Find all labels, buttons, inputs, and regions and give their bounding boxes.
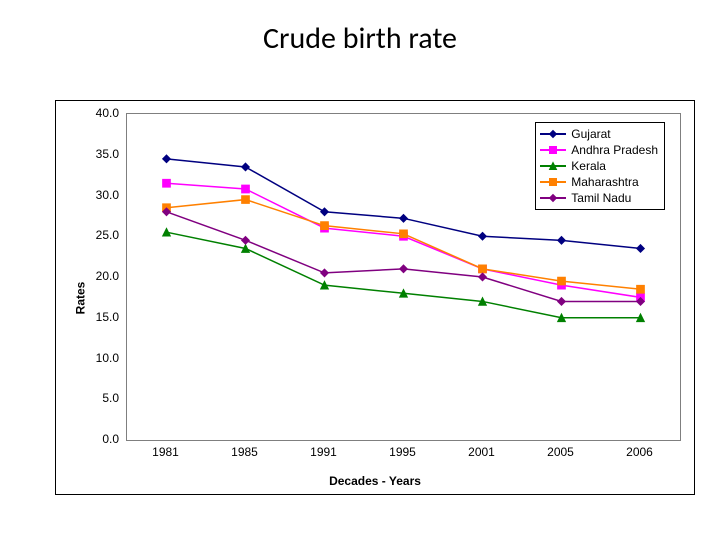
y-tick-label: 40.0 <box>69 106 119 120</box>
series-marker <box>479 232 487 240</box>
chart-container: Rates Decades - Years GujaratAndhra Prad… <box>55 100 695 495</box>
y-tick-label: 10.0 <box>69 351 119 365</box>
legend-item: Andhra Pradesh <box>540 142 658 158</box>
series-marker <box>400 265 408 273</box>
series-marker <box>242 185 250 193</box>
legend-label: Maharashtra <box>571 175 638 189</box>
plot-area: Gujarat Andhra Pradesh Kerala Maharashtra Ta… <box>126 113 681 441</box>
slide: Crude birth rate Rates Decades - Years G… <box>0 0 720 540</box>
x-tick-label: 1981 <box>152 445 179 459</box>
series-marker <box>242 196 250 204</box>
series-line <box>167 200 641 290</box>
series-marker <box>400 214 408 222</box>
series-marker <box>321 208 329 216</box>
y-tick-label: 5.0 <box>69 391 119 405</box>
legend-swatch <box>540 144 566 156</box>
y-tick-label: 35.0 <box>69 147 119 161</box>
series-marker <box>479 265 487 273</box>
series-marker <box>558 236 566 244</box>
y-tick-label: 25.0 <box>69 228 119 242</box>
legend-label: Andhra Pradesh <box>571 143 658 157</box>
series-marker <box>637 245 645 253</box>
legend-item: Gujarat <box>540 126 658 142</box>
series-marker <box>479 273 487 281</box>
legend-swatch <box>540 160 566 172</box>
x-tick-label: 1991 <box>310 445 337 459</box>
y-tick-label: 30.0 <box>69 188 119 202</box>
series-line <box>167 212 641 302</box>
y-tick-label: 15.0 <box>69 310 119 324</box>
legend-item: Tamil Nadu <box>540 190 658 206</box>
legend-item: Maharashtra <box>540 174 658 190</box>
x-tick-label: 1995 <box>389 445 416 459</box>
x-tick-label: 1985 <box>231 445 258 459</box>
series-marker <box>163 179 171 187</box>
series-marker <box>163 155 171 163</box>
y-tick-label: 20.0 <box>69 269 119 283</box>
x-tick-label: 2001 <box>468 445 495 459</box>
legend: Gujarat Andhra Pradesh Kerala Maharashtra Ta… <box>535 122 665 210</box>
legend-swatch <box>540 192 566 204</box>
series-marker <box>637 285 645 293</box>
legend-label: Tamil Nadu <box>571 191 631 205</box>
x-axis-label: Decades - Years <box>56 474 694 488</box>
chart-title: Crude birth rate <box>0 20 720 57</box>
legend-label: Kerala <box>571 159 606 173</box>
x-tick-label: 2006 <box>626 445 653 459</box>
series-marker <box>321 222 329 230</box>
series-marker <box>558 298 566 306</box>
series-marker <box>558 277 566 285</box>
y-tick-label: 0.0 <box>69 432 119 446</box>
legend-label: Gujarat <box>571 127 610 141</box>
legend-swatch <box>540 128 566 140</box>
series-marker <box>321 269 329 277</box>
series-marker <box>400 230 408 238</box>
legend-item: Kerala <box>540 158 658 174</box>
legend-swatch <box>540 176 566 188</box>
series-marker <box>242 163 250 171</box>
x-tick-label: 2005 <box>547 445 574 459</box>
series-marker <box>242 236 250 244</box>
series-line <box>167 232 641 318</box>
